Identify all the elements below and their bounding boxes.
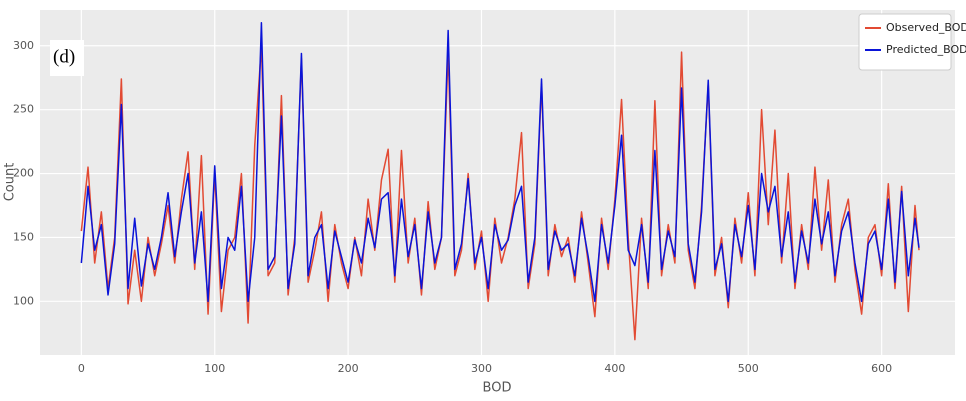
- legend: Observed_BOD Predicted_BOD: [858, 13, 966, 71]
- y-tick-label: 250: [13, 103, 34, 116]
- x-tick-label: 100: [204, 362, 225, 375]
- x-tick-label: 200: [338, 362, 359, 375]
- legend-label: Observed_BOD: [886, 21, 966, 34]
- y-tick-label: 200: [13, 167, 34, 180]
- x-tick-label: 300: [471, 362, 492, 375]
- annotation: (d): [53, 46, 75, 67]
- lines: [80, 22, 920, 341]
- x-axis-label: BOD: [483, 381, 512, 396]
- x-tick-label: 400: [604, 362, 625, 375]
- y-tick-label: 100: [13, 294, 34, 307]
- legend-box: [858, 13, 952, 71]
- series-line: [80, 45, 920, 341]
- annotation-box: [50, 40, 84, 76]
- plot-background: [40, 10, 955, 355]
- y-tick-label: 300: [13, 39, 34, 52]
- x-tick-label: 0: [78, 362, 85, 375]
- x-tick-label: 500: [738, 362, 759, 375]
- legend-label: Predicted_BOD: [886, 43, 966, 56]
- series-line: [80, 22, 920, 303]
- y-axis-label: Count: [3, 163, 18, 202]
- y-tick-label: 150: [13, 230, 34, 243]
- x-tick-label: 600: [871, 362, 892, 375]
